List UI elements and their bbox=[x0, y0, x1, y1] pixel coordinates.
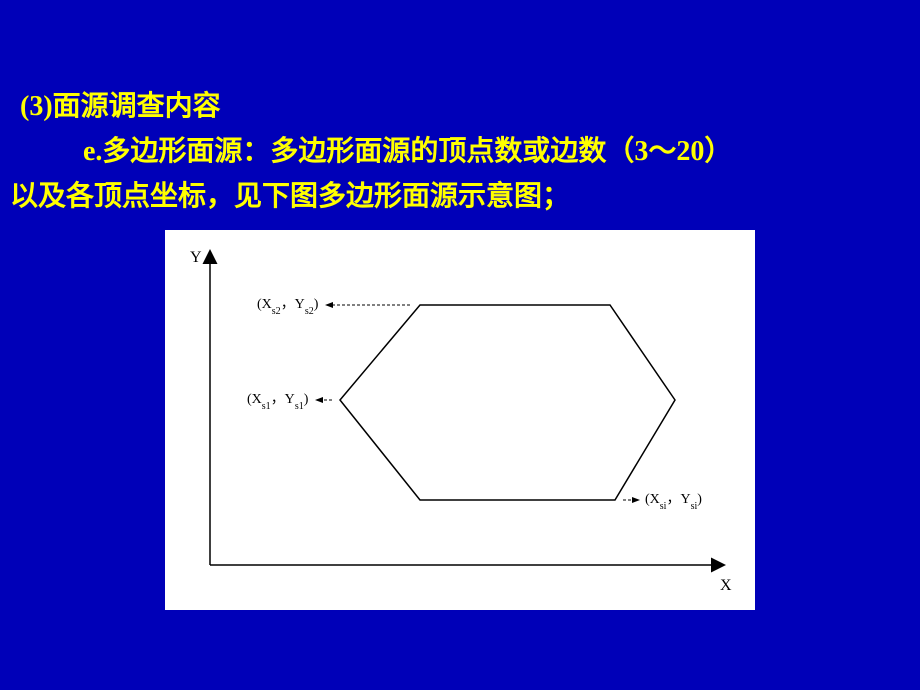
hexagon-shape bbox=[340, 305, 675, 500]
diagram-svg: Y X (Xs2，Ys2) (Xs1，Ys1) (Xsi，Ysi) bbox=[165, 230, 755, 610]
vertex-label-s1: (Xs1，Ys1) bbox=[247, 392, 309, 412]
heading-line2: e.多边形面源：多边形面源的顶点数或边数（3～20） bbox=[20, 130, 732, 175]
y-axis-label: Y bbox=[190, 249, 202, 266]
x-axis-label: X bbox=[720, 577, 732, 594]
vertex-label-si: (Xsi，Ysi) bbox=[645, 492, 702, 512]
vertex-label-s2: (Xs2，Ys2) bbox=[257, 297, 319, 317]
polygon-diagram: Y X (Xs2，Ys2) (Xs1，Ys1) (Xsi，Ysi) bbox=[165, 230, 755, 610]
heading-line3: 以及各顶点坐标，见下图多边形面源示意图； bbox=[10, 175, 570, 220]
heading-line1: (3)面源调查内容 bbox=[20, 85, 221, 130]
